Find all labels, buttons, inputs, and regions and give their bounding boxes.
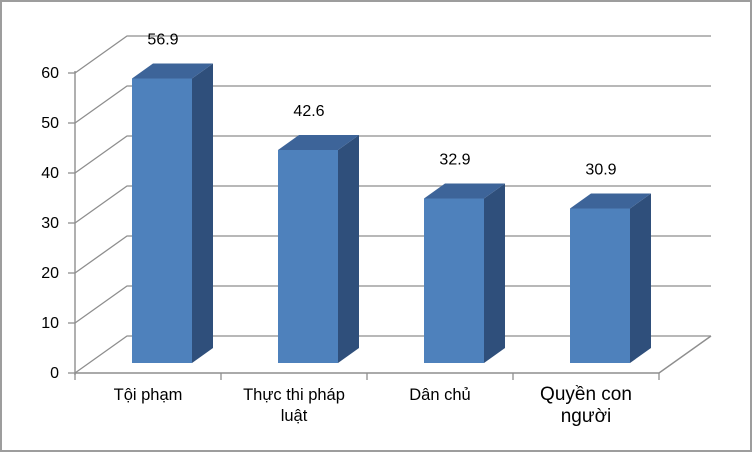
bar-front-face: [132, 78, 192, 363]
bar-front-face: [570, 208, 630, 363]
bar-top-face: [424, 183, 505, 199]
bar-side-face: [338, 135, 359, 363]
y-axis-tick-label: 0: [50, 365, 59, 382]
bar-side-face: [484, 183, 505, 363]
bar-value-label: 30.9: [585, 162, 616, 179]
category-label: Tội phạm: [113, 386, 183, 404]
y-axis-tick-label: 50: [41, 115, 59, 132]
category-label: Dân chủ: [409, 386, 471, 404]
bar-value-label: 32.9: [439, 152, 470, 169]
bar-column-2: [278, 135, 359, 363]
bar-column-3: [424, 183, 505, 363]
gridline: [74, 335, 711, 374]
bar-side-face: [630, 193, 651, 363]
bar-side-face: [192, 63, 213, 363]
bar-value-label: 56.9: [147, 32, 178, 49]
bar-top-face: [570, 193, 651, 209]
bar-column-1: [132, 63, 213, 363]
y-axis-tick-label: 40: [41, 165, 59, 182]
bar-front-face: [278, 150, 338, 363]
bar-top-face: [132, 63, 213, 79]
y-axis-tick-label: 30: [41, 215, 59, 232]
bar-column-4: [570, 193, 651, 363]
gridline: [74, 185, 711, 224]
gridline: [74, 235, 711, 274]
y-axis-tick-label: 10: [41, 315, 59, 332]
y-axis-tick-label: 20: [41, 265, 59, 282]
category-label: Thực thi pháp luật: [243, 386, 345, 425]
gridline: [74, 285, 711, 324]
bar-top-face: [278, 135, 359, 150]
gridline: [74, 85, 711, 124]
gridline: [74, 135, 711, 174]
category-label: Quyền con người: [540, 384, 632, 427]
bar-front-face: [424, 198, 484, 363]
y-axis-tick-label: 60: [41, 65, 59, 82]
gridline: [74, 35, 711, 74]
bar-value-label: 42.6: [293, 103, 324, 120]
